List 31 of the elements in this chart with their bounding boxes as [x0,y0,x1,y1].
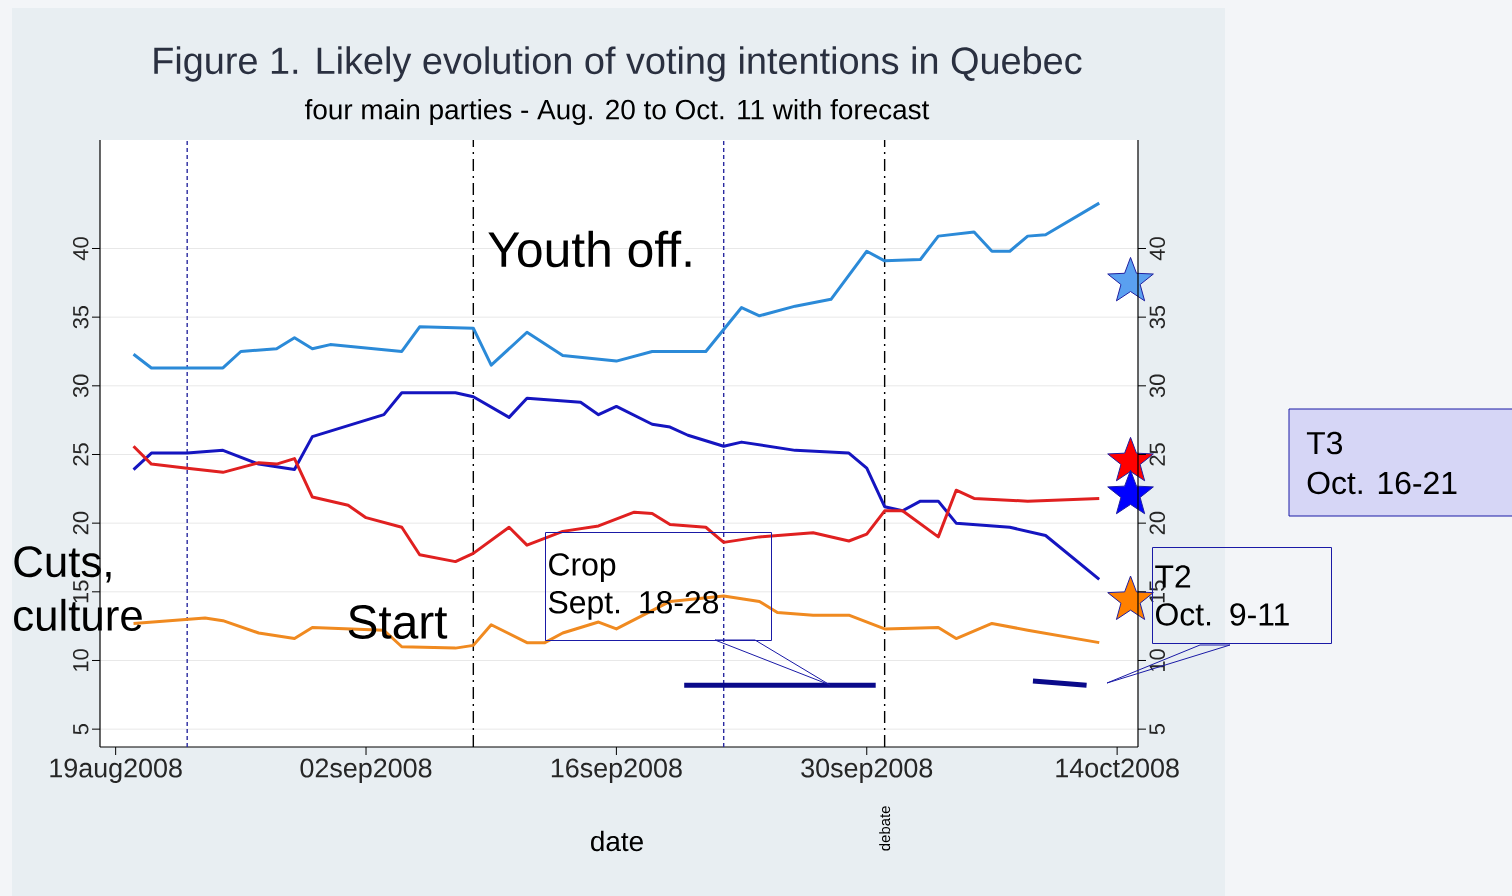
y2-tick-label: 10 [1149,649,1166,671]
y2-tick-label: 5 [1149,723,1165,735]
ref-line-label: debate [879,806,891,851]
chart-title: Figure 1. Likely evolution of voting intentions in Quebec [154,46,1082,82]
x-tick-label: 14oct2008 [1056,758,1179,778]
annotation: Start [348,605,448,639]
x-tick-label: 02sep2008 [300,758,432,783]
y-tick-label: 20 [72,511,89,535]
x-tick-label: 16sep2008 [551,758,682,783]
line-series [132,201,1101,370]
annotation: Crop [549,553,616,582]
y2-tick-label: 40 [1149,237,1166,261]
y-tick-label: 5 [73,723,89,735]
text: Oct. 9-11 [1156,603,1289,626]
y-tick-label: 10 [72,649,89,671]
line-series [132,391,1101,581]
y-tick-label: 25 [72,443,89,466]
y2-tick-label: 20 [1149,511,1166,535]
y-tick-label: 30 [72,374,89,398]
text: T3 [1306,431,1343,455]
annotation: Youth off. [488,230,691,268]
text: Oct. 16-21 [1307,471,1457,495]
x-tick-label: 19aug2008 [50,758,182,783]
y-tick-label: 35 [72,305,89,329]
y2-tick-label: 30 [1149,374,1166,398]
y2-tick-label: 35 [1149,305,1166,329]
x-tick-label: 30sep2008 [801,758,933,783]
chart-subtitle: four main parties - Aug. 20 to Oct. 11 with forecast [304,99,930,125]
y-tick-label: 40 [72,237,89,261]
y2-tick-label: 25 [1149,443,1166,466]
x-axis-title: date [591,830,643,852]
